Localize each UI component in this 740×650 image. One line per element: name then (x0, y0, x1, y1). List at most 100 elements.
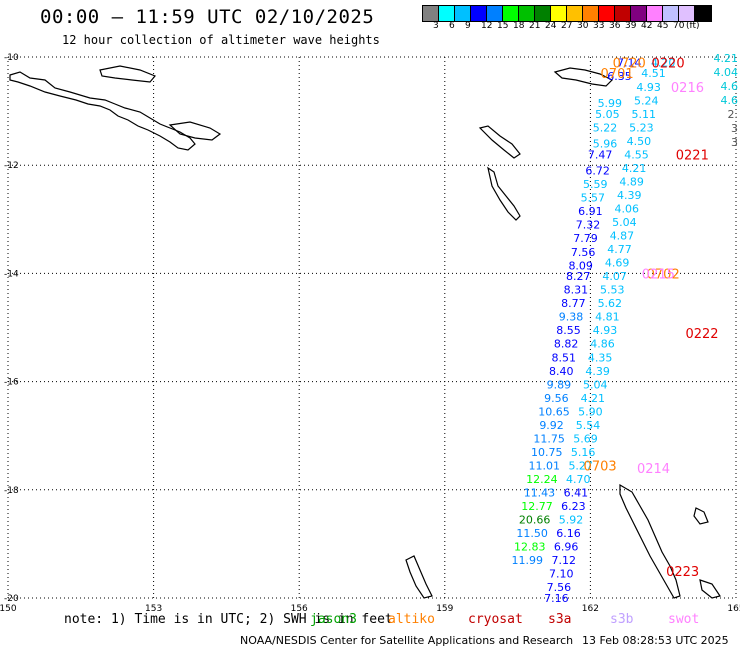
color-swatch (455, 6, 471, 21)
color-tick-label: 39 (625, 21, 637, 31)
wave-height-value: 5.04 (612, 216, 637, 229)
wave-height-value: 6.96 (554, 541, 579, 554)
color-swatch (615, 6, 631, 21)
coastline-solomon-island2 (99, 65, 156, 83)
wave-height-value: 4.20 (651, 56, 676, 69)
wave-height-value: 4.70 (566, 473, 591, 486)
wave-height-value: 5.62 (598, 297, 623, 310)
color-scale-ticks: 3 6 9 12 15 18 21 24 27 30 33 36 39 42 45 70 (ft) (422, 21, 740, 33)
edge-value: 3 (731, 136, 738, 149)
color-swatch (599, 6, 615, 21)
generated-timestamp: 13 Feb 08:28:53 UTC 2025 (582, 634, 729, 647)
lon-label: 159 (436, 604, 453, 614)
edge-value: 4.6 (721, 80, 739, 93)
edge-value: 2. (728, 108, 739, 121)
color-tick-label: 27 (561, 21, 573, 31)
map-grid (7, 56, 737, 599)
lon-label: 162 (582, 604, 599, 614)
edge-value: 3 (731, 122, 738, 135)
wave-height-value: 5.05 (595, 108, 620, 121)
legend-item-altiko: altiko (388, 612, 435, 627)
legend-item-s3a: s3a (548, 612, 572, 627)
page-subtitle: 12 hour collection of altimeter wave hei… (62, 33, 380, 47)
coastline-island-south (699, 579, 721, 599)
wave-height-value: 7.56 (547, 581, 572, 594)
color-tick-label: 18 (513, 21, 525, 31)
legend-item-jason3: jason3 (310, 612, 357, 627)
wave-height-value: 4.69 (605, 257, 630, 270)
color-swatch (423, 6, 439, 21)
wave-height-value: 6.35 (607, 70, 632, 83)
wave-height-value: 5.54 (576, 419, 601, 432)
wave-height-value: 9.89 (547, 378, 572, 391)
coastline-rennell (478, 125, 521, 159)
color-swatch (551, 6, 567, 21)
color-swatch (695, 6, 711, 21)
lon-label: 150 (0, 604, 17, 614)
coastline-vanuatu-north (487, 166, 521, 221)
wave-height-value: 9.92 (539, 419, 564, 432)
edge-value: 4.6 (721, 94, 739, 107)
wave-height-value: 10.65 (538, 405, 570, 418)
color-swatch (535, 6, 551, 21)
coastline-island-east (693, 507, 709, 525)
color-tick-label: 3 (433, 21, 439, 31)
wave-height-value: 7.16 (544, 592, 569, 605)
color-tick-label: 21 (529, 21, 541, 31)
edge-value: 4.21 (714, 52, 739, 65)
lon-label: 153 (145, 604, 162, 614)
wave-height-value: 8.77 (561, 297, 586, 310)
color-tick-label: 36 (609, 21, 621, 31)
source-credit: NOAA/NESDIS Center for Satellite Applica… (240, 634, 574, 647)
pass-time-label: 0216 (671, 81, 704, 96)
pass-time-label: 0720 (613, 56, 646, 71)
wave-height-value: 4.51 (641, 67, 666, 80)
coastline-solomon-west (9, 71, 196, 151)
wave-height-value: 5.24 (634, 94, 659, 107)
edge-values: 4.214.044.64.62.33 (714, 52, 739, 149)
wave-height-value: 4.89 (619, 175, 644, 188)
lat-label: -18 (4, 486, 19, 496)
lon-label: 156 (291, 604, 308, 614)
wave-height-value: 12.83 (514, 541, 546, 554)
wave-height-value: 7.56 (571, 246, 596, 259)
wave-height-value: 5.04 (583, 378, 608, 391)
wave-height-value: 7.10 (549, 568, 574, 581)
pass-time-label: 0703 (584, 459, 617, 474)
wave-height-points: 7.146.35 5.995.055.22 5.967.47 6.725.595.57… (512, 56, 676, 605)
wave-height-value: 4.81 (595, 311, 620, 324)
wave-height-value: 4.39 (617, 189, 642, 202)
wave-height-value: 5.16 (571, 446, 596, 459)
wave-height-value: 12.24 (526, 473, 558, 486)
color-swatch (663, 6, 679, 21)
wave-height-value: 7.47 (588, 148, 613, 161)
axis-labels: 150 153 156 159 162 165 -10 -12 -14 -16 -18 -20 (0, 53, 740, 614)
wave-height-value: 4.39 (585, 365, 610, 378)
color-tick-label: 24 (545, 21, 557, 31)
wave-height-value: 8.55 (556, 324, 581, 337)
color-swatch (503, 6, 519, 21)
wave-height-value: 9.56 (544, 392, 569, 405)
pass-time-label: 0214 (637, 462, 670, 477)
color-tick-label: 45 (657, 21, 669, 31)
wave-height-value: 4.21 (622, 162, 647, 175)
page-title: 00:00 – 11:59 UTC 02/10/2025 (40, 6, 375, 28)
wave-height-value: 6.41 (564, 487, 589, 500)
wave-height-value: 5.92 (559, 514, 584, 527)
color-scale-bar (422, 5, 712, 22)
color-tick-label: 30 (577, 21, 589, 31)
wave-height-value: 5.23 (629, 121, 654, 134)
legend-item-cryosat: cryosat (468, 612, 523, 627)
wave-height-value: 4.87 (610, 230, 635, 243)
wave-height-value: 7.32 (576, 219, 601, 232)
color-tick-label: 70 (673, 21, 685, 31)
color-tick-label: 33 (593, 21, 605, 31)
wave-height-value: 4.86 (590, 338, 615, 351)
color-swatch (471, 6, 487, 21)
coastline-san-cristobal (553, 67, 614, 87)
wave-height-value: 7.14 (617, 56, 642, 69)
pass-time-label: 0702 (647, 267, 680, 282)
wave-height-value: 5.53 (600, 284, 625, 297)
